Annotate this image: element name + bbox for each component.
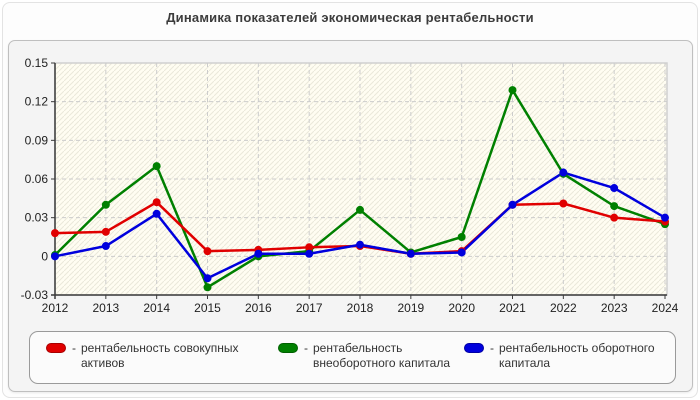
y-tick-label: -0.03 <box>21 288 49 302</box>
x-tick-label: 2016 <box>245 301 272 315</box>
data-point-2015-series0 <box>203 247 212 256</box>
data-point-2019-series2 <box>406 249 415 258</box>
y-tick-label: 0 <box>41 249 48 263</box>
data-point-2014-series2 <box>152 209 161 218</box>
data-point-2015-series1 <box>203 283 212 292</box>
legend-item-working-capital: - рентабельность оборотного капитала <box>464 341 674 371</box>
data-point-2020-series2 <box>457 248 466 257</box>
x-tick-label: 2019 <box>397 301 424 315</box>
data-point-2015-series2 <box>203 274 212 283</box>
x-tick-label: 2017 <box>296 301 323 315</box>
data-point-2013-series0 <box>101 227 110 236</box>
x-tick-label: 2021 <box>499 301 526 315</box>
data-point-2014-series0 <box>152 198 161 207</box>
legend-label-total-assets: рентабельность совокупных активов <box>81 341 239 370</box>
legend-separator: - <box>304 341 308 355</box>
data-point-2013-series2 <box>101 242 110 251</box>
y-tick-label: 0.09 <box>25 133 49 147</box>
y-tick-label: 0.06 <box>25 172 49 186</box>
chart-panel: 0.15 0.12 0.09 0.06 0.03 0 -0.03 2012 2013 2014 20… <box>8 40 693 392</box>
data-point-2023-series1 <box>610 202 619 211</box>
legend-swatch-red <box>46 343 66 353</box>
data-point-2021-series2 <box>508 200 517 209</box>
data-point-2021-series1 <box>508 86 517 95</box>
data-point-2018-series1 <box>356 205 364 214</box>
x-tick-label: 2024 <box>652 301 679 315</box>
data-point-2014-series1 <box>152 162 161 171</box>
legend-label-noncurrent-capital: рентабельность внеоборотного капитала <box>313 341 450 370</box>
x-tick-label: 2015 <box>194 301 221 315</box>
x-tick-label: 2018 <box>347 301 374 315</box>
legend-swatch-green <box>278 343 298 353</box>
x-tick-label: 2023 <box>601 301 628 315</box>
data-point-2022-series0 <box>559 199 568 208</box>
x-tick-label: 2022 <box>550 301 577 315</box>
y-tick-label: 0.15 <box>25 56 49 70</box>
y-tick-label: 0.03 <box>25 211 49 225</box>
legend-separator: - <box>72 341 76 355</box>
legend-item-noncurrent-capital: - рентабельность внеоборотного капитала <box>278 341 464 371</box>
x-tick-label: 2014 <box>143 301 170 315</box>
legend-label-working-capital: рентабельность оборотного капитала <box>499 341 655 370</box>
chart-title: Динамика показателей экономическая рента… <box>166 10 534 25</box>
data-point-2018-series2 <box>356 240 364 249</box>
data-point-2024-series2 <box>661 213 669 222</box>
data-point-2017-series0 <box>305 243 314 252</box>
data-point-2016-series2 <box>254 249 263 258</box>
x-tick-label: 2020 <box>448 301 475 315</box>
legend: - рентабельность совокупных активов - ре… <box>29 331 676 384</box>
y-tick-label: 0.12 <box>25 95 49 109</box>
data-point-2020-series1 <box>457 233 466 241</box>
legend-separator: - <box>490 341 494 355</box>
legend-swatch-blue <box>464 343 484 353</box>
data-point-2012-series2 <box>51 252 59 261</box>
data-point-2023-series0 <box>610 213 619 222</box>
legend-item-total-assets: - рентабельность совокупных активов <box>46 341 278 371</box>
data-point-2023-series2 <box>610 184 619 193</box>
data-point-2022-series2 <box>559 168 568 177</box>
data-point-2013-series1 <box>101 200 110 209</box>
data-point-2017-series2 <box>305 249 314 258</box>
x-tick-label: 2012 <box>42 301 69 315</box>
x-tick-label: 2013 <box>92 301 119 315</box>
data-point-2012-series0 <box>51 229 59 238</box>
